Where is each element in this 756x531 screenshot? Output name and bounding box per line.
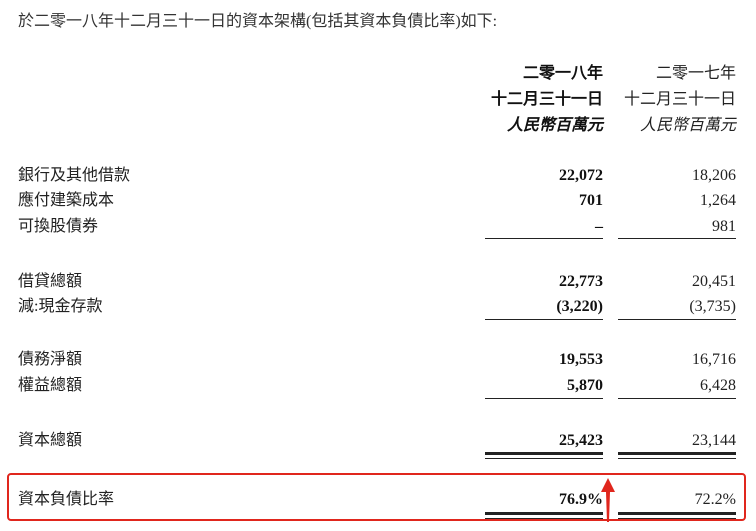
value-2017: 23,144 [692,432,736,449]
subtotal-rule [618,398,736,399]
red-up-arrow-icon [601,478,615,522]
subtotal-rule [485,319,603,320]
total-double-rule [618,512,736,519]
row-label: 資本負債比率 [18,491,115,508]
header-2017-year: 二零一七年 [655,65,736,82]
value-2017: 981 [712,218,736,235]
value-2018: 22,072 [559,167,603,184]
intro-text: 於二零一八年十二月三十一日的資本架構(包括其資本負債比率)如下: [18,13,498,30]
row-label: 可換股債券 [18,218,99,235]
value-2018: 19,553 [559,351,603,368]
value-2018: 22,773 [559,273,603,290]
subtotal-rule [618,238,736,239]
row-label: 應付建築成本 [18,192,115,209]
value-2017: 1,264 [700,192,736,209]
value-2018: 701 [579,192,603,209]
value-2018: (3,220) [556,298,603,315]
row-label: 權益總額 [18,377,83,394]
value-2018: 76.9% [559,491,603,508]
row-label: 銀行及其他借款 [18,167,131,184]
row-label: 借貸總額 [18,273,83,290]
value-2017: 20,451 [692,273,736,290]
total-double-rule [485,512,603,519]
total-double-rule [618,452,736,459]
highlight-box [7,473,746,521]
value-2017: 16,716 [692,351,736,368]
value-2017: (3,735) [689,298,736,315]
value-2018: 25,423 [559,432,603,449]
row-label: 債務淨額 [18,351,83,368]
value-2018: – [595,218,603,235]
header-2017-date: 十二月三十一日 [623,91,736,108]
row-label: 減:現金存款 [18,298,103,315]
row-label: 資本總額 [18,432,83,449]
total-double-rule [485,452,603,459]
subtotal-rule [485,398,603,399]
subtotal-rule [485,238,603,239]
value-2017: 18,206 [692,167,736,184]
subtotal-rule [618,319,736,320]
header-2018-unit: 人民幣百萬元 [506,117,603,134]
value-2017: 72.2% [694,491,736,508]
header-2018-year: 二零一八年 [522,65,603,82]
value-2018: 5,870 [567,377,603,394]
value-2017: 6,428 [700,377,736,394]
header-2017-unit: 人民幣百萬元 [639,117,736,134]
header-2018-date: 十二月三十一日 [490,91,603,108]
